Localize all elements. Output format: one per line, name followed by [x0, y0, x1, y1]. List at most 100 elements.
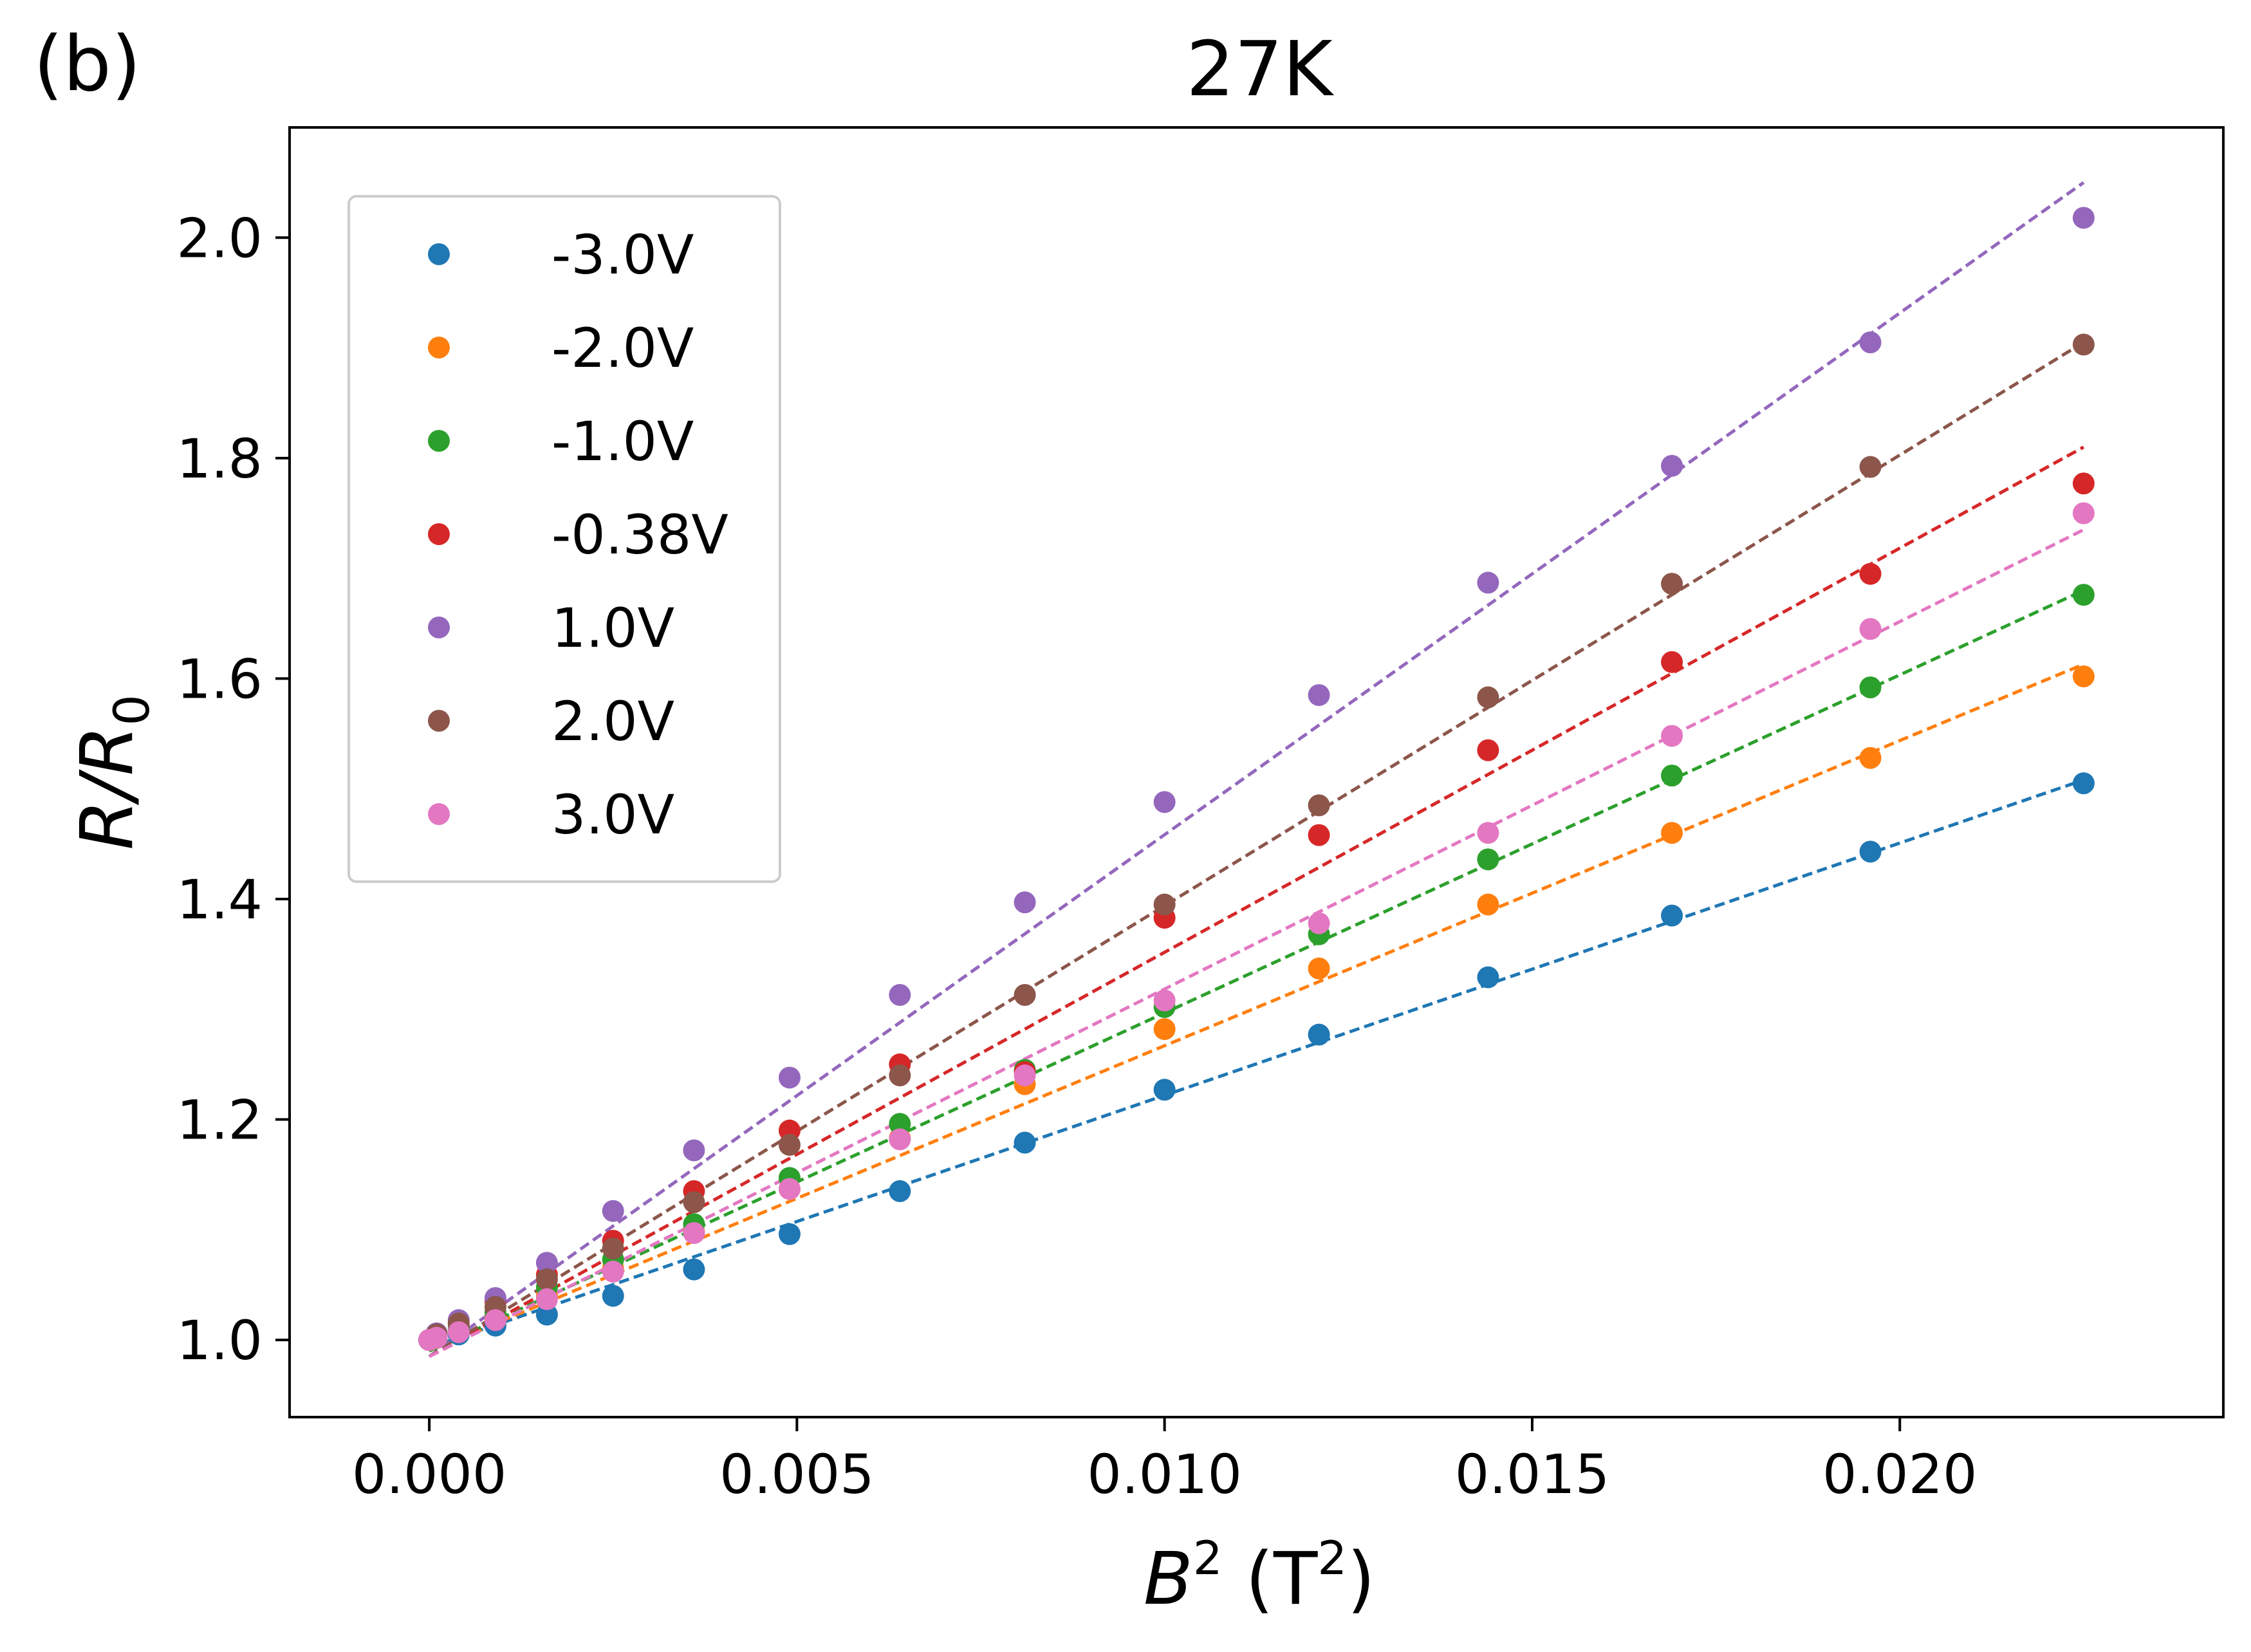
x-tick-label-3: 0.015: [1455, 1443, 1609, 1506]
x-tick-label-0: 0.000: [352, 1443, 506, 1506]
x-axis-label-symbol: B: [1144, 1537, 1193, 1621]
data-point-s6-8: [889, 1128, 911, 1151]
y-axis-label-symbol: R/R: [66, 725, 149, 849]
data-point-s6-13: [1661, 725, 1683, 747]
data-point-s6-15: [2072, 502, 2095, 524]
legend-marker-5: [428, 710, 450, 732]
data-point-s1-15: [2072, 665, 2095, 687]
data-point-s0-10: [1153, 1079, 1176, 1101]
fit-line-1: [429, 662, 2084, 1353]
y-tick-label-3: 1.6: [176, 647, 263, 710]
plot-area: [418, 181, 2095, 1359]
data-point-s4-5: [602, 1200, 624, 1222]
data-point-s0-13: [1661, 904, 1683, 927]
axes: 0.000 0.005 0.010 0.015 0.020 1.0 1.2 1.4 1.6 1.8…: [176, 126, 2225, 1506]
data-point-s3-11: [1308, 824, 1330, 846]
data-point-s0-6: [683, 1258, 705, 1281]
x-axis-label-unit-exponent: 2: [1317, 1531, 1347, 1585]
data-point-s6-6: [683, 1221, 705, 1244]
panel-label: (b): [33, 19, 141, 108]
x-tick-label-1: 0.005: [719, 1443, 874, 1506]
legend-marker-4: [428, 617, 450, 638]
x-axis-label-close: ): [1347, 1537, 1375, 1621]
data-point-s2-15: [2072, 584, 2095, 606]
legend-label-5: 2.0V: [551, 690, 674, 753]
legend: -3.0V -2.0V -1.0V -0.38V 1.0V 2.0V 3.0V: [347, 195, 781, 883]
data-point-s4-4: [535, 1252, 558, 1274]
data-point-s1-12: [1477, 893, 1499, 916]
data-point-s2-12: [1477, 848, 1499, 871]
data-point-s4-15: [2072, 207, 2095, 229]
legend-marker-2: [428, 430, 450, 452]
data-point-s0-8: [889, 1180, 911, 1202]
x-axis-label: B2 (T2): [1144, 1531, 1375, 1621]
data-point-s3-13: [1661, 651, 1683, 673]
data-point-s4-8: [889, 983, 911, 1006]
fit-line-4: [428, 181, 2085, 1358]
legend-label-6: 3.0V: [551, 783, 674, 846]
x-tick-label-2: 0.010: [1087, 1443, 1241, 1506]
data-point-s1-11: [1308, 957, 1330, 979]
x-axis-label-unit: (T: [1223, 1537, 1318, 1621]
data-point-s4-14: [1859, 331, 1882, 353]
data-point-s4-13: [1661, 454, 1683, 477]
legend-label-2: -1.0V: [551, 410, 694, 473]
data-point-s5-5: [602, 1237, 624, 1259]
data-point-s1-13: [1661, 822, 1683, 844]
legend-label-1: -2.0V: [551, 317, 694, 380]
data-point-s6-3: [484, 1309, 506, 1332]
data-point-s0-11: [1308, 1023, 1330, 1046]
data-point-s6-9: [1014, 1064, 1036, 1087]
data-point-s0-14: [1859, 840, 1882, 863]
data-point-s0-5: [602, 1285, 624, 1307]
y-axis-label-subscript: 0: [103, 694, 160, 725]
legend-label-3: -0.38V: [551, 503, 728, 566]
data-point-s6-14: [1859, 618, 1882, 640]
y-tick-label-2: 1.4: [176, 868, 263, 931]
data-point-s6-11: [1308, 912, 1330, 934]
data-point-s4-11: [1308, 684, 1330, 707]
data-point-s0-7: [778, 1223, 801, 1245]
legend-marker-1: [428, 337, 450, 358]
data-point-s5-12: [1477, 686, 1499, 709]
data-point-s2-14: [1859, 676, 1882, 699]
axes-frame: [288, 126, 2225, 1418]
y-axis-label: R/R0: [66, 694, 160, 850]
data-point-s6-2: [447, 1321, 470, 1344]
legend-marker-0: [428, 243, 450, 265]
data-point-s6-5: [602, 1260, 624, 1283]
data-point-s6-1: [425, 1326, 448, 1349]
data-point-s5-8: [889, 1064, 911, 1087]
data-point-s5-15: [2072, 333, 2095, 356]
data-point-s3-12: [1477, 739, 1499, 761]
x-tick-label-4: 0.020: [1822, 1443, 1977, 1506]
data-point-s6-4: [535, 1288, 558, 1310]
data-point-s5-10: [1153, 893, 1176, 916]
y-tick-label-1: 1.2: [176, 1089, 263, 1152]
data-point-s5-4: [535, 1268, 558, 1290]
data-point-s4-10: [1153, 791, 1176, 813]
data-point-s2-13: [1661, 765, 1683, 787]
data-point-s4-9: [1014, 891, 1036, 914]
data-point-s6-7: [778, 1178, 801, 1200]
x-axis-label-exponent: 2: [1193, 1531, 1223, 1585]
data-point-s0-4: [535, 1303, 558, 1326]
fit-line-0: [429, 778, 2084, 1350]
data-point-s2-8: [889, 1113, 911, 1135]
data-point-s0-12: [1477, 966, 1499, 988]
data-point-s3-14: [1859, 562, 1882, 585]
data-point-s5-11: [1308, 794, 1330, 817]
data-point-s3-15: [2072, 472, 2095, 495]
legend-marker-3: [428, 523, 450, 545]
data-point-s6-10: [1153, 989, 1176, 1012]
legend-marker-6: [428, 803, 450, 825]
data-point-s1-10: [1153, 1018, 1176, 1041]
data-point-s5-9: [1014, 983, 1036, 1006]
fit-line-2: [429, 589, 2084, 1353]
chart-title: 27K: [1186, 24, 1334, 113]
data-point-s0-15: [2072, 772, 2095, 795]
data-point-s6-12: [1477, 822, 1499, 844]
legend-box: [347, 195, 781, 883]
data-point-s4-7: [778, 1066, 801, 1089]
